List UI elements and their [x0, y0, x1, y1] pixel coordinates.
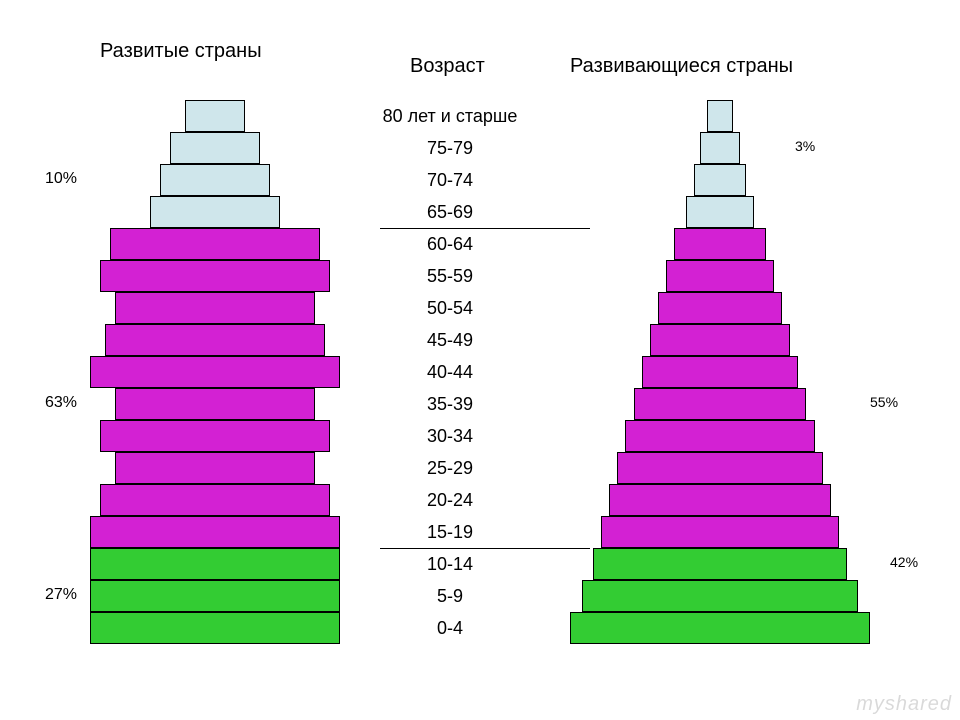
right-bar-12	[609, 484, 831, 516]
right-pct-2: 42%	[890, 554, 918, 570]
right-bar-4	[674, 228, 766, 260]
left-bar-1	[170, 132, 260, 164]
divider-0	[380, 228, 590, 229]
age-label-10: 30-34	[370, 426, 530, 447]
age-label-3: 65-69	[370, 202, 530, 223]
age-label-1: 75-79	[370, 138, 530, 159]
left-bar-13	[90, 516, 340, 548]
age-label-9: 35-39	[370, 394, 530, 415]
age-label-4: 60-64	[370, 234, 530, 255]
left-pct-0: 10%	[45, 170, 77, 188]
right-pct-0: 3%	[795, 138, 815, 154]
left-bar-7	[105, 324, 325, 356]
right-bar-10	[625, 420, 815, 452]
age-label-8: 40-44	[370, 362, 530, 383]
left-bar-16	[90, 612, 340, 644]
left-bar-8	[90, 356, 340, 388]
right-bar-13	[601, 516, 839, 548]
age-label-0: 80 лет и старше	[370, 106, 530, 127]
left-bar-12	[100, 484, 330, 516]
left-bar-3	[150, 196, 280, 228]
right-bar-3	[686, 196, 754, 228]
right-bar-0	[707, 100, 733, 132]
title-center: Возраст	[410, 55, 485, 78]
age-label-5: 55-59	[370, 266, 530, 287]
age-label-11: 25-29	[370, 458, 530, 479]
right-bar-5	[666, 260, 774, 292]
left-bar-6	[115, 292, 315, 324]
right-bar-1	[700, 132, 740, 164]
right-bar-6	[658, 292, 782, 324]
age-label-6: 50-54	[370, 298, 530, 319]
age-label-16: 0-4	[370, 618, 530, 639]
title-right: Развивающиеся страны	[570, 55, 793, 78]
right-bar-7	[650, 324, 790, 356]
right-bar-8	[642, 356, 798, 388]
age-label-2: 70-74	[370, 170, 530, 191]
watermark: myshared	[856, 693, 952, 716]
right-bar-2	[694, 164, 746, 196]
right-pct-1: 55%	[870, 394, 898, 410]
left-bar-4	[110, 228, 320, 260]
right-bar-16	[570, 612, 870, 644]
age-label-12: 20-24	[370, 490, 530, 511]
left-bar-11	[115, 452, 315, 484]
title-left: Развитые страны	[100, 40, 262, 63]
age-label-13: 15-19	[370, 522, 530, 543]
age-label-14: 10-14	[370, 554, 530, 575]
right-bar-14	[593, 548, 847, 580]
left-bar-9	[115, 388, 315, 420]
left-pct-1: 63%	[45, 394, 77, 412]
left-bar-10	[100, 420, 330, 452]
age-label-15: 5-9	[370, 586, 530, 607]
left-bar-5	[100, 260, 330, 292]
left-pct-2: 27%	[45, 586, 77, 604]
right-bar-11	[617, 452, 823, 484]
age-label-7: 45-49	[370, 330, 530, 351]
right-bar-15	[582, 580, 858, 612]
left-bar-14	[90, 548, 340, 580]
left-bar-2	[160, 164, 270, 196]
left-bar-15	[90, 580, 340, 612]
divider-1	[380, 548, 590, 549]
right-bar-9	[634, 388, 806, 420]
left-bar-0	[185, 100, 245, 132]
